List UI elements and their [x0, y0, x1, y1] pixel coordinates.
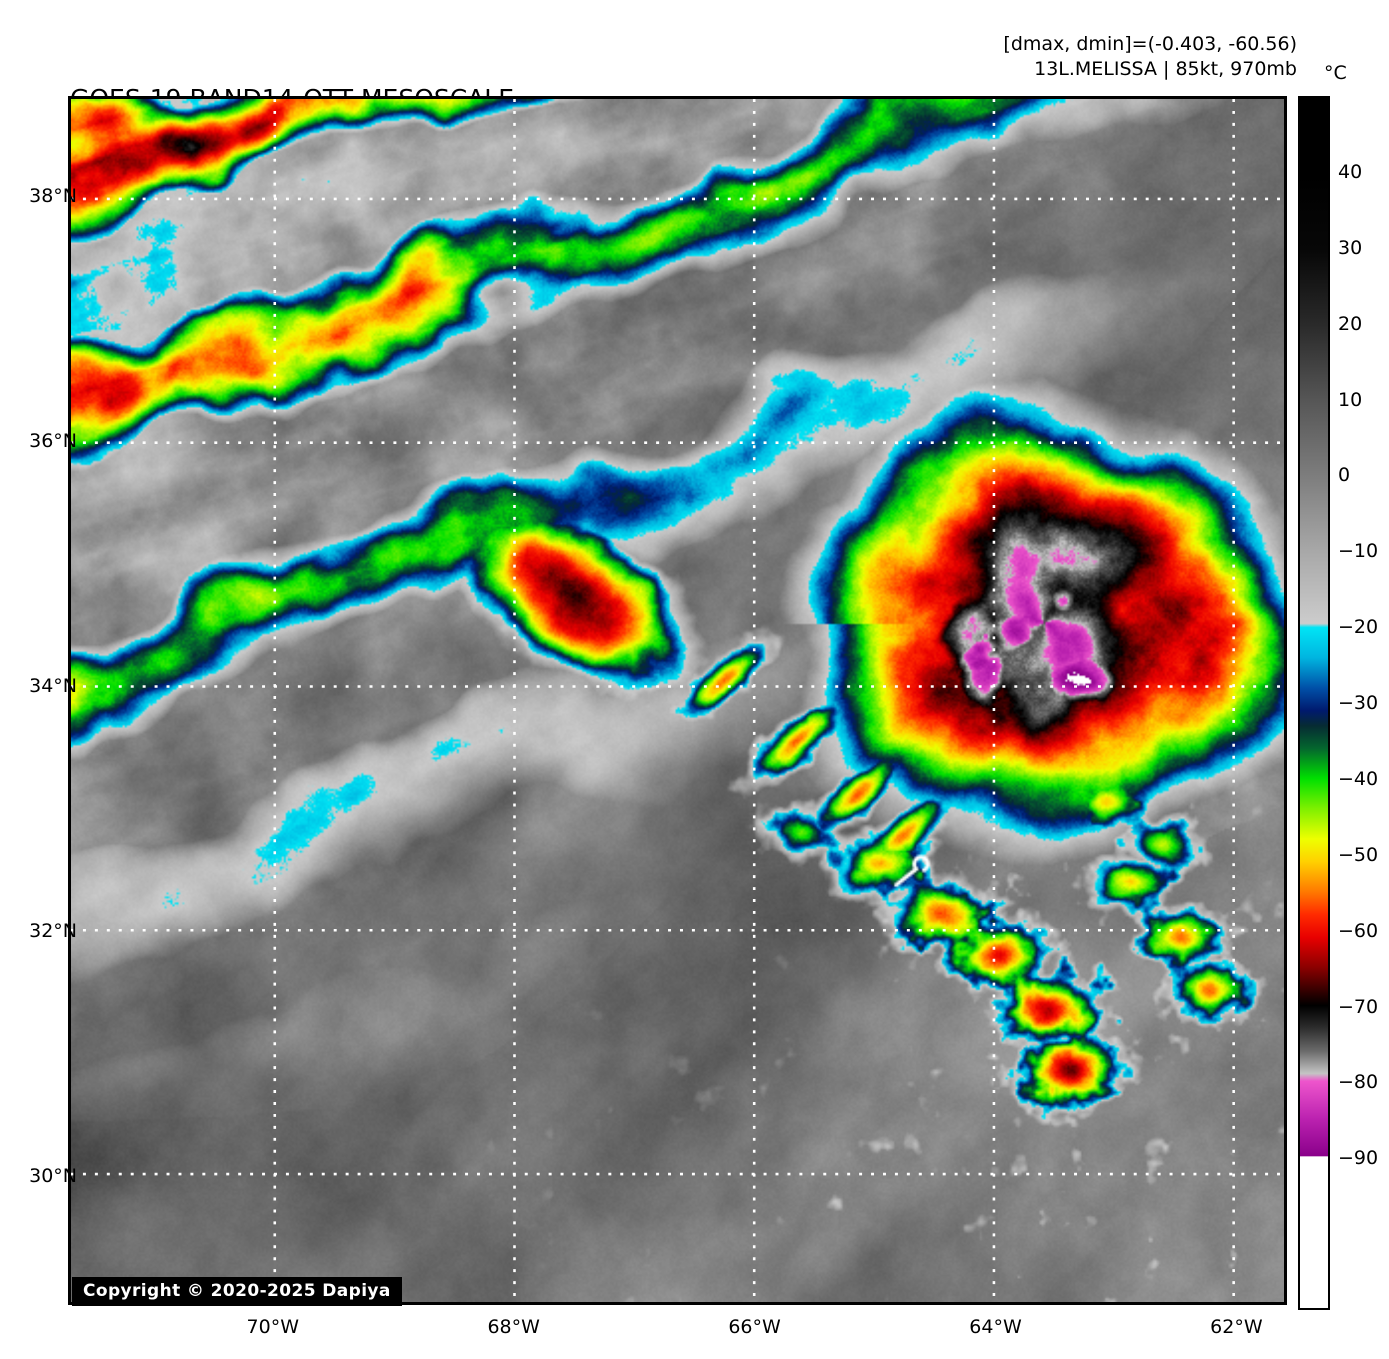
storm-id-intensity-label: 13L.MELISSA | 85kt, 970mb	[1034, 57, 1297, 80]
colorbar-units-label: °C	[1324, 62, 1347, 84]
longitude-tick-label: 66°W	[728, 1316, 781, 1338]
colorbar-tick-label: −40	[1338, 767, 1379, 790]
infrared-satellite-imagery	[71, 99, 1284, 1302]
colorbar-tick-label: 40	[1338, 160, 1363, 183]
colorbar-tick-label: 10	[1338, 388, 1363, 411]
colorbar-tick-label: −70	[1338, 995, 1379, 1018]
longitude-tick-label: 68°W	[487, 1316, 540, 1338]
metadata-block: [dmax, dmin]=(-0.403, -60.56) 13L.MELISS…	[1003, 32, 1297, 81]
colorbar	[1298, 96, 1330, 1310]
colorbar-tick-label: −80	[1338, 1071, 1379, 1094]
colorbar-tick-label: −20	[1338, 616, 1379, 639]
latitude-tick-label: 38°N	[29, 185, 77, 208]
satellite-image-plot[interactable]	[68, 96, 1287, 1305]
colorbar-tick-label: −30	[1338, 692, 1379, 714]
latitude-tick-label: 30°N	[29, 1165, 77, 1188]
longitude-tick-label: 62°W	[1210, 1316, 1263, 1338]
colorbar-tick-label: −50	[1338, 843, 1379, 866]
colorbar-tick-label: −60	[1338, 919, 1379, 942]
colorbar-gradient	[1298, 96, 1330, 1310]
colorbar-tick-label: 20	[1338, 312, 1363, 335]
latitude-tick-label: 36°N	[29, 430, 77, 453]
colorbar-tick-label: 0	[1338, 464, 1351, 487]
colorbar-tick-label: −90	[1338, 1147, 1379, 1170]
latitude-tick-label: 32°N	[29, 920, 77, 943]
colorbar-tick-label: −10	[1338, 540, 1379, 563]
colorbar-tick-label: 30	[1338, 236, 1363, 259]
longitude-tick-label: 64°W	[969, 1316, 1022, 1338]
copyright-banner: Copyright © 2020-2025 Dapiya	[72, 1277, 402, 1306]
longitude-tick-label: 70°W	[246, 1316, 299, 1338]
dmax-dmin-label: [dmax, dmin]=(-0.403, -60.56)	[1003, 33, 1297, 55]
latitude-tick-label: 34°N	[29, 675, 77, 698]
